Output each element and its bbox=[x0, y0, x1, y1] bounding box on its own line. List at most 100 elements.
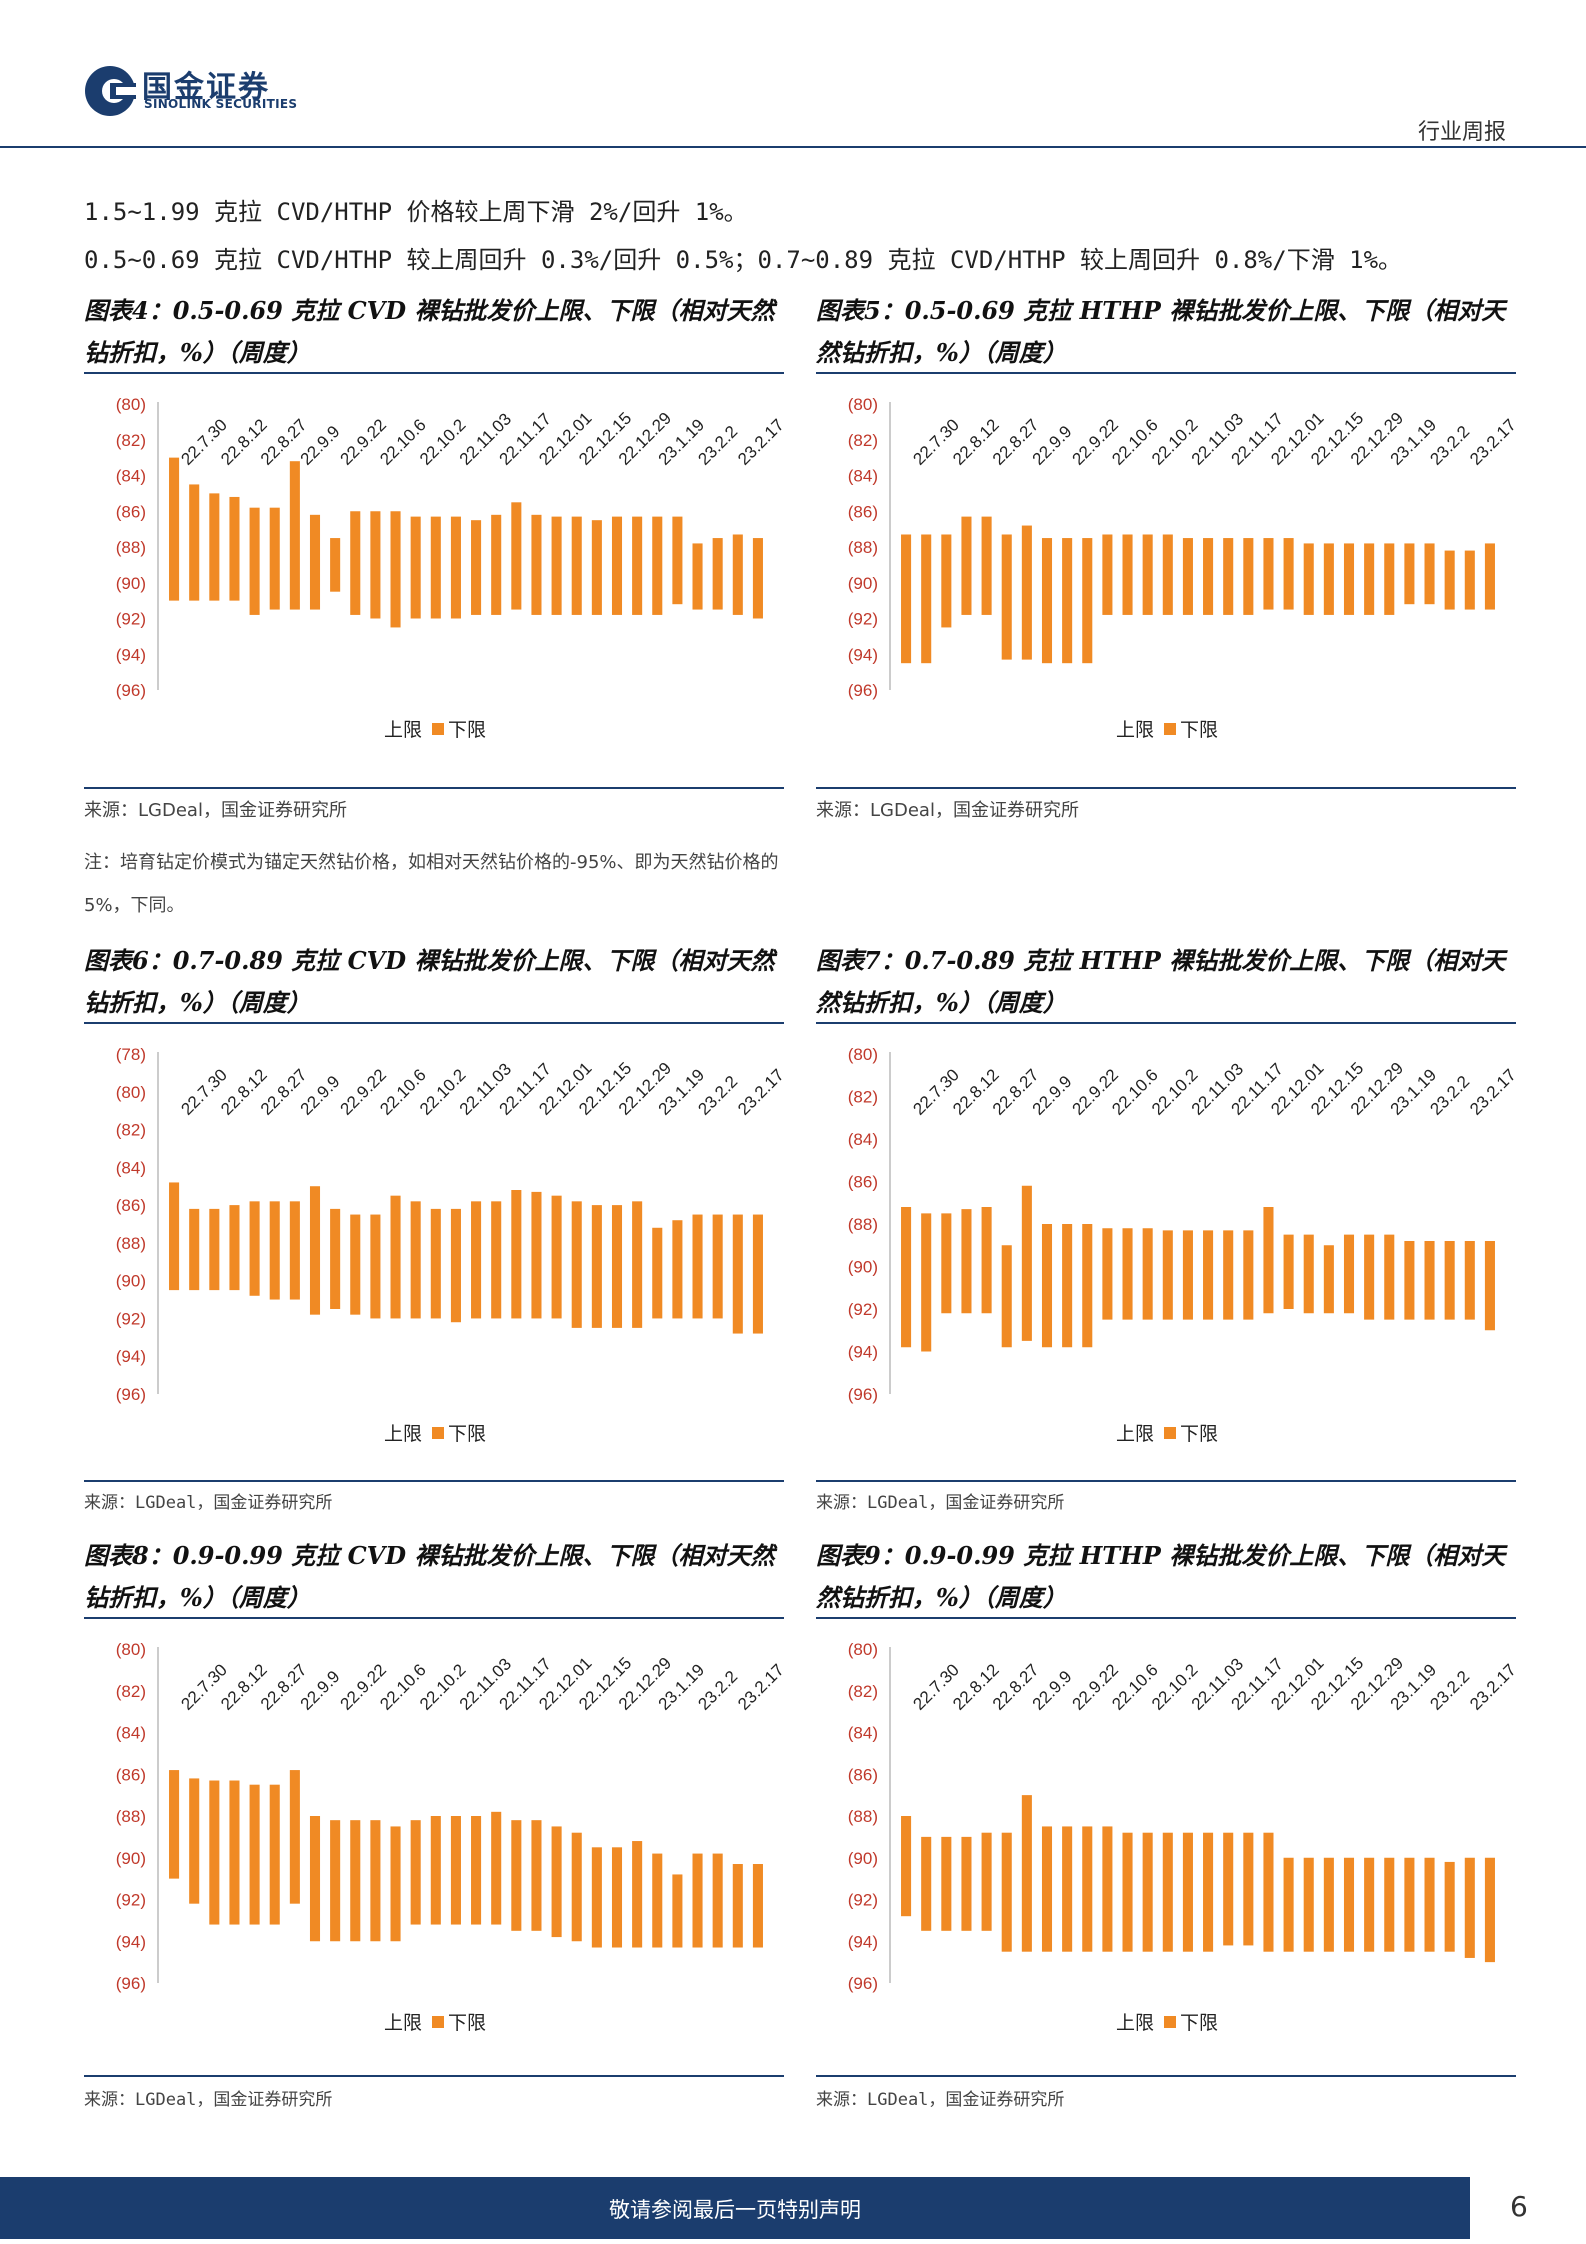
y-tick-label: (80) bbox=[116, 1640, 146, 1659]
range-bar bbox=[430, 1816, 441, 1925]
range-bar bbox=[289, 1770, 300, 1904]
y-tick-label: (92) bbox=[848, 1300, 878, 1319]
range-bar bbox=[1102, 1228, 1113, 1320]
range-bar bbox=[1041, 538, 1053, 664]
range-bar bbox=[1001, 1245, 1012, 1348]
y-tick-label: (80) bbox=[116, 1083, 146, 1102]
range-bar bbox=[370, 1214, 381, 1319]
range-bar bbox=[511, 502, 522, 610]
y-tick-label: (96) bbox=[116, 1385, 146, 1404]
range-bar bbox=[269, 1784, 280, 1925]
range-bar bbox=[1404, 1241, 1415, 1320]
range-bar bbox=[732, 534, 743, 615]
range-bar bbox=[1303, 1234, 1314, 1314]
range-bar bbox=[169, 1770, 180, 1879]
range-bar bbox=[1243, 1832, 1254, 1946]
y-tick-label: (90) bbox=[116, 1849, 146, 1868]
range-bar bbox=[491, 1201, 502, 1319]
range-bar bbox=[921, 1213, 932, 1352]
y-tick-label: (92) bbox=[116, 1891, 146, 1910]
range-bar bbox=[901, 1207, 912, 1348]
range-bar bbox=[1343, 1857, 1355, 1952]
chart-svg: (80)(82)(84)(86)(88)(90)(92)(94)(96)22.7… bbox=[848, 395, 1516, 741]
range-bar bbox=[611, 516, 623, 615]
range-bar bbox=[1283, 1857, 1294, 1952]
y-tick-label: (94) bbox=[116, 645, 146, 664]
y-tick-label: (94) bbox=[116, 1347, 146, 1366]
range-bar bbox=[1021, 1185, 1032, 1341]
range-bar bbox=[1303, 543, 1314, 615]
range-bar bbox=[350, 1820, 361, 1942]
range-bar bbox=[390, 1826, 401, 1942]
range-bar bbox=[430, 516, 441, 619]
chart-svg: (80)(82)(84)(86)(88)(90)(92)(94)(96)22.7… bbox=[116, 1640, 784, 2034]
range-bar bbox=[1444, 550, 1455, 610]
figure-source: 来源：LGDeal，国金证券研究所 bbox=[816, 800, 1079, 821]
chart-note: 注：培育钻定价模式为锚定天然钻价格，如相对天然钻价格的-95%、即为天然钻价格的… bbox=[84, 852, 779, 916]
y-tick-label: (86) bbox=[848, 502, 878, 521]
range-bar bbox=[209, 493, 220, 601]
y-tick-label: (80) bbox=[848, 1640, 878, 1659]
range-bar bbox=[229, 1205, 240, 1291]
y-tick-label: (86) bbox=[848, 1173, 878, 1192]
range-bar bbox=[1464, 1857, 1475, 1958]
range-bar bbox=[1384, 1234, 1395, 1320]
range-bar bbox=[1343, 543, 1355, 615]
range-bar bbox=[652, 1227, 663, 1319]
bar-range-chart-6: (78) (80) (82) (84) (86) (88) (90) (92) (94) (96)… bbox=[84, 1028, 784, 1474]
y-tick-label: (90) bbox=[848, 1258, 878, 1277]
range-bar bbox=[169, 1182, 180, 1291]
footer-disclaimer: 敬请参阅最后一页特别声明 bbox=[609, 2198, 861, 2222]
range-bar bbox=[672, 1220, 683, 1319]
y-tick-label: (84) bbox=[848, 467, 878, 486]
bar-range-chart-4: (80) (82) (84) (86) (88) (90) (92) (94) (96) 22.7… bbox=[84, 378, 784, 770]
range-bar bbox=[1203, 538, 1214, 615]
range-bar bbox=[1283, 538, 1294, 610]
range-bar bbox=[1021, 525, 1032, 660]
range-bar bbox=[591, 520, 602, 615]
range-bar bbox=[309, 514, 321, 610]
range-bar bbox=[981, 1207, 992, 1314]
range-bar bbox=[1062, 1826, 1073, 1952]
range-bar bbox=[430, 1208, 441, 1319]
range-bar bbox=[752, 1864, 763, 1948]
range-bar bbox=[652, 516, 663, 615]
legend-swatch bbox=[1164, 1427, 1176, 1439]
range-bar bbox=[531, 1191, 542, 1319]
y-tick-label: (84) bbox=[116, 1724, 146, 1743]
x-tick-label: 23.2.17 bbox=[1466, 1660, 1516, 1714]
range-bar bbox=[591, 1205, 602, 1328]
range-bar bbox=[712, 538, 723, 610]
intro-line-2: 0.5~0.69 克拉 CVD/HTHP 较上周回升 0.3%/回升 0.5%；… bbox=[84, 246, 1403, 274]
legend-upper-label: 上限 bbox=[384, 1423, 422, 1445]
legend-swatch bbox=[432, 2016, 444, 2028]
figure-top-rule bbox=[84, 1617, 784, 1619]
y-tick-label: (82) bbox=[116, 431, 146, 450]
legend-lower-label: 下限 bbox=[1180, 1423, 1218, 1445]
range-bar bbox=[1041, 1224, 1053, 1348]
range-bar bbox=[269, 507, 280, 610]
report-type-label: 行业周报 bbox=[1417, 120, 1506, 145]
range-bar bbox=[511, 1190, 522, 1319]
header-divider bbox=[0, 146, 1586, 148]
y-tick-label: (90) bbox=[116, 574, 146, 593]
range-bar bbox=[189, 1778, 200, 1904]
y-tick-label: (84) bbox=[116, 1158, 146, 1177]
figure-title: 图表6：0.7-0.89 克拉 CVD 裸钻批发价上限、下限（相对天然钻折扣，%… bbox=[84, 946, 775, 1017]
y-tick-label: (92) bbox=[848, 1891, 878, 1910]
figure-top-rule bbox=[816, 1617, 1516, 1619]
y-tick-label: (94) bbox=[116, 1932, 146, 1951]
range-bar bbox=[1122, 1228, 1133, 1320]
range-bar bbox=[410, 516, 421, 619]
range-bar bbox=[591, 1847, 602, 1948]
range-bar bbox=[1263, 1207, 1274, 1314]
legend-upper-label: 上限 bbox=[384, 2012, 422, 2034]
range-bar bbox=[941, 534, 952, 628]
range-bar bbox=[1384, 543, 1395, 615]
range-bar bbox=[1464, 1241, 1475, 1320]
x-tick-label: 23.2.17 bbox=[1466, 415, 1516, 469]
legend-lower-label: 下限 bbox=[1180, 719, 1218, 741]
range-bar bbox=[330, 1820, 341, 1942]
legend-upper-label: 上限 bbox=[1116, 2012, 1154, 2034]
range-bar bbox=[1484, 1857, 1495, 1963]
